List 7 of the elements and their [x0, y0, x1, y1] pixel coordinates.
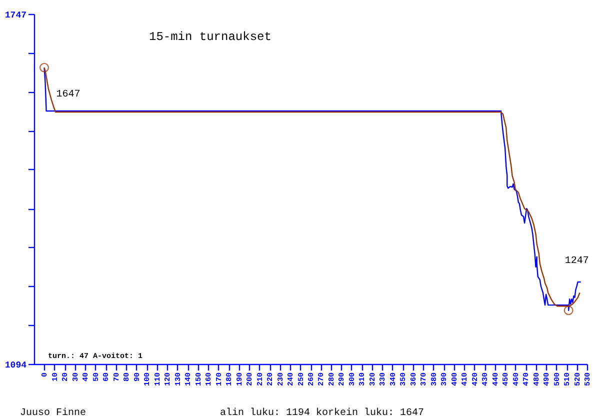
y-tick-label: 1747 [4, 10, 26, 20]
annotation: 1247 [564, 256, 589, 267]
text: Juuso Finne [20, 407, 86, 419]
text: alin luku: 1194 korkein luku: 1647 [220, 407, 424, 419]
text: 15-min turnaukset [149, 30, 272, 44]
y-tick-label: 1094 [4, 360, 28, 370]
annotation: 1647 [56, 90, 80, 101]
